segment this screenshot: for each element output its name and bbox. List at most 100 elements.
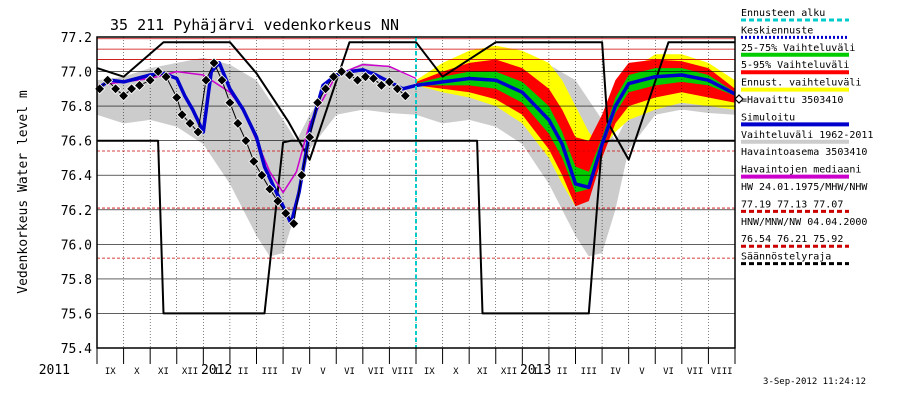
observed-point — [312, 97, 324, 109]
observed-point — [264, 183, 276, 195]
y-tick-label: 76.6 — [61, 135, 92, 150]
observed-point — [359, 71, 372, 83]
month-label: I — [214, 367, 219, 377]
y-tick-label: 75.6 — [61, 307, 92, 322]
month-label: X — [453, 367, 459, 377]
observed-point — [200, 74, 212, 86]
month-label: II — [238, 367, 249, 377]
observed-point — [110, 83, 122, 95]
observed-point — [320, 83, 332, 95]
y-tick-label: 76.4 — [61, 169, 92, 184]
y-tick-label: 76.2 — [61, 204, 92, 219]
legend-entry-label: Säännöstelyraja — [741, 252, 831, 263]
legend-entry-label: 25-75% Vaihteluväli — [741, 43, 855, 54]
mean-forecast-line — [415, 73, 736, 190]
observed-point — [184, 117, 196, 129]
y-tick-label: 76.0 — [61, 238, 92, 253]
timestamp: 3-Sep-2012 11:24:12 — [763, 377, 866, 387]
month-label: IV — [610, 367, 621, 377]
observed-point — [232, 117, 244, 129]
month-label: XI — [158, 367, 169, 377]
legend-entry-label: Ennusteen alku — [741, 8, 825, 19]
legend-entry-label: Simuloitu — [741, 112, 795, 123]
observed-point — [240, 135, 252, 147]
month-label: V — [320, 367, 326, 377]
y-tick-label: 75.4 — [61, 342, 92, 357]
observed-point — [208, 57, 220, 69]
legend: Ennusteen alku Keskiennuste 25-75% Vaihtel… — [734, 8, 873, 266]
month-label: VI — [344, 367, 355, 377]
legend-entry-label: 77.19 77.13 77.07 — [741, 199, 843, 210]
month-label: I — [533, 367, 538, 377]
year-label: 2011 — [39, 363, 70, 378]
observed-point — [248, 155, 260, 167]
observed-point — [367, 72, 380, 85]
chart-title: 35 211 Pyhäjärvi vedenkorkeus NN — [110, 16, 399, 34]
observed-point — [351, 74, 364, 86]
observed-point — [118, 90, 130, 102]
month-label: VI — [663, 367, 674, 377]
month-label: XII — [182, 367, 198, 377]
observed-point — [288, 218, 300, 230]
observed-point — [391, 83, 403, 95]
legend-entry-label: Vaihteluväli 1962-2011 — [741, 130, 873, 141]
marker-layer — [94, 57, 411, 230]
y-tick-label: 75.8 — [61, 273, 92, 288]
month-label: VII — [368, 367, 384, 377]
year-label: 2013 — [520, 363, 551, 378]
legend-entry-label: HNW/MNW/NW 04.04.2000 — [741, 217, 867, 228]
month-label: XI — [477, 367, 488, 377]
legend-entry-label: 76.54 76.21 75.92 — [741, 234, 843, 245]
observed-point — [272, 195, 284, 207]
month-label: X — [134, 367, 140, 377]
legend-entry-label: Havaintoasema 3503410 — [741, 147, 867, 158]
month-label: V — [639, 367, 645, 377]
y-tick-label: 77.2 — [61, 31, 92, 46]
observed-point — [152, 65, 164, 78]
observed-point — [216, 74, 228, 86]
month-label: IV — [291, 367, 302, 377]
observed-point — [171, 91, 183, 104]
legend-entry-label: HW 24.01.1975/MHW/NHW — [741, 182, 868, 193]
year-label: 2012 — [201, 363, 232, 378]
legend-entry-label: Ennust. vaihteluväli — [741, 78, 861, 89]
observed-point — [328, 71, 340, 83]
month-label: IX — [105, 367, 116, 377]
month-label: II — [557, 367, 568, 377]
legend-entry-label: 5-95% Vaihteluväli — [741, 60, 849, 71]
observed-point — [133, 79, 146, 91]
axis-layer: 75.4 75.6 75.8 76.0 76.2 76.4 76.6 76.8 77.0 77.2… — [39, 31, 736, 378]
month-label: VIII — [392, 367, 414, 377]
range-5-95-band — [416, 59, 735, 207]
y-tick-label: 77.0 — [61, 66, 92, 81]
observed-point — [336, 65, 348, 78]
month-label: VIII — [711, 367, 733, 377]
legend-entry-label: Havaintojen mediaani — [741, 165, 861, 176]
month-label: VII — [687, 367, 703, 377]
observed-point — [192, 126, 204, 138]
observed-point — [160, 71, 172, 83]
observed-point — [102, 74, 114, 86]
observed-point — [304, 131, 316, 143]
legend-entry-label: Keskiennuste — [741, 25, 813, 36]
observed-point — [399, 90, 411, 102]
month-label: XII — [501, 367, 517, 377]
observed-point — [176, 109, 188, 121]
month-label: III — [581, 367, 597, 377]
observed-point — [296, 169, 308, 181]
observed-point — [383, 76, 395, 88]
month-label: IX — [424, 367, 435, 377]
y-tick-label: 76.8 — [61, 100, 92, 115]
observed-point — [224, 97, 236, 109]
legend-marker — [734, 94, 744, 104]
observed-point — [375, 79, 388, 91]
legend-entry-label: =Havaittu 3503410 — [741, 95, 843, 106]
observed-point — [343, 69, 356, 81]
month-label: III — [262, 367, 278, 377]
observed-point — [280, 207, 292, 219]
observed-point — [144, 74, 156, 86]
observed-point — [125, 83, 138, 95]
observed-point — [256, 169, 268, 181]
y-axis-label: Vedenkorkeus Water level m — [16, 90, 31, 294]
